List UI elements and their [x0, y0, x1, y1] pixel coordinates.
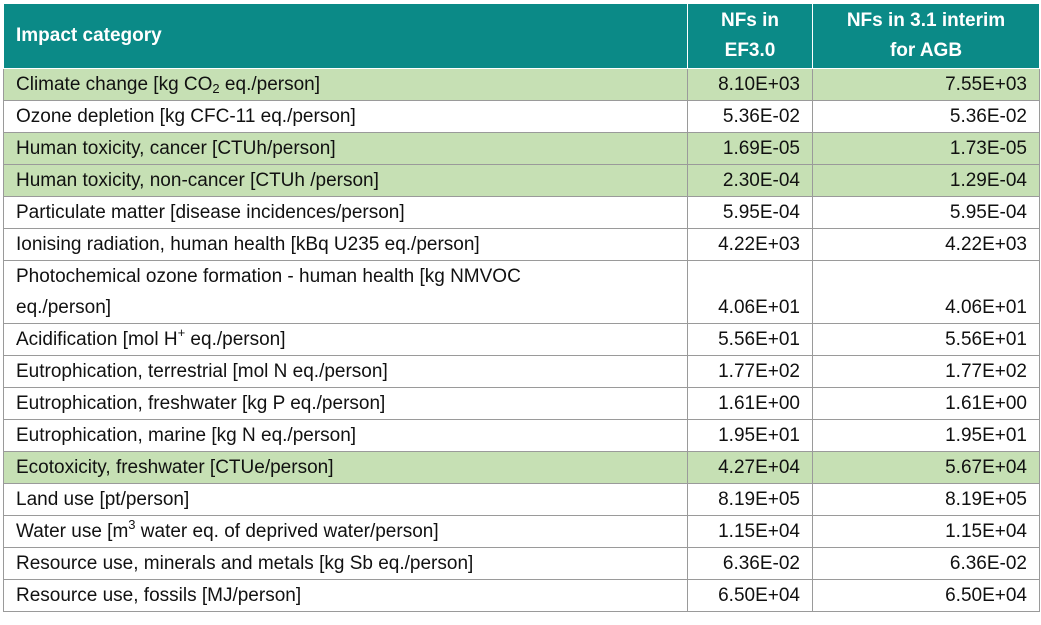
ef31-value-cell: 5.36E-02	[812, 100, 1040, 133]
ef31-value-cell: 5.56E+01	[812, 323, 1040, 356]
ef30-value-cell: 5.56E+01	[687, 323, 813, 356]
ef30-value-cell: 4.06E+01	[687, 260, 813, 324]
table-row: Acidification [mol H+ eq./person] 5.56E+…	[3, 323, 1040, 356]
header-row: Impact category NFs in EF3.0 NFs in 3.1 …	[3, 3, 1040, 69]
ef30-value-cell: 6.50E+04	[687, 579, 813, 612]
impact-category-cell: Water use [m3 water eq. of deprived wate…	[3, 515, 688, 548]
ef31-value-cell: 8.19E+05	[812, 483, 1040, 516]
ef30-value-cell: 1.69E-05	[687, 132, 813, 165]
table-row: Human toxicity, non-cancer [CTUh /person…	[3, 164, 1040, 197]
impact-category-cell: Eutrophication, freshwater [kg P eq./per…	[3, 387, 688, 420]
table-row: Water use [m3 water eq. of deprived wate…	[3, 515, 1040, 548]
ef30-value-cell: 1.77E+02	[687, 355, 813, 388]
ef31-value-cell: 1.15E+04	[812, 515, 1040, 548]
header-nfs-ef30-line2: EF3.0	[724, 40, 776, 61]
table-row: Resource use, fossils [MJ/person] 6.50E+…	[3, 579, 1040, 612]
ef31-value-cell: 1.95E+01	[812, 419, 1040, 452]
ef31-value-cell: 1.77E+02	[812, 355, 1040, 388]
ef30-value-cell: 1.61E+00	[687, 387, 813, 420]
table-row: Eutrophication, marine [kg N eq./person]…	[3, 419, 1040, 452]
ef30-value-cell: 8.10E+03	[687, 68, 813, 101]
table-row: Eutrophication, terrestrial [mol N eq./p…	[3, 355, 1040, 388]
ef31-value-cell: 5.95E-04	[812, 196, 1040, 229]
header-nfs-ef31-line2: for AGB	[889, 40, 963, 61]
impact-category-cell: Land use [pt/person]	[3, 483, 688, 516]
impact-category-cell: Resource use, fossils [MJ/person]	[3, 579, 688, 612]
ef31-value-cell: 4.22E+03	[812, 228, 1040, 261]
table-row: Particulate matter [disease incidences/p…	[3, 196, 1040, 229]
impact-category-cell: Ozone depletion [kg CFC-11 eq./person]	[3, 100, 688, 133]
impact-category-cell: Human toxicity, non-cancer [CTUh /person…	[3, 164, 688, 197]
table-row: Climate change [kg CO2 eq./person] 8.10E…	[3, 68, 1040, 101]
ef31-value-cell: 1.29E-04	[812, 164, 1040, 197]
impact-category-cell: Photochemical ozone formation - human he…	[3, 260, 688, 324]
ef31-value-cell: 1.73E-05	[812, 132, 1040, 165]
impact-category-cell: Human toxicity, cancer [CTUh/person]	[3, 132, 688, 165]
table-row: Resource use, minerals and metals [kg Sb…	[3, 547, 1040, 580]
ef31-value-cell: 6.50E+04	[812, 579, 1040, 612]
table-row: Photochemical ozone formation - human he…	[3, 260, 1040, 324]
ef30-value-cell: 4.22E+03	[687, 228, 813, 261]
ef30-value-cell: 5.95E-04	[687, 196, 813, 229]
impact-category-cell: Acidification [mol H+ eq./person]	[3, 323, 688, 356]
table-header: Impact category NFs in EF3.0 NFs in 3.1 …	[3, 3, 1040, 69]
table-row: Ozone depletion [kg CFC-11 eq./person] 5…	[3, 100, 1040, 133]
impact-category-cell: Ionising radiation, human health [kBq U2…	[3, 228, 688, 261]
table-row: Human toxicity, cancer [CTUh/person] 1.6…	[3, 132, 1040, 165]
ef30-value-cell: 6.36E-02	[687, 547, 813, 580]
header-nfs-ef30: NFs in EF3.0	[687, 3, 813, 69]
table-row: Eutrophication, freshwater [kg P eq./per…	[3, 387, 1040, 420]
ef31-value-cell: 7.55E+03	[812, 68, 1040, 101]
ef30-value-cell: 2.30E-04	[687, 164, 813, 197]
ef30-value-cell: 5.36E-02	[687, 100, 813, 133]
table-body: Climate change [kg CO2 eq./person] 8.10E…	[3, 68, 1040, 612]
impact-category-cell: Eutrophication, marine [kg N eq./person]	[3, 419, 688, 452]
ef30-value-cell: 1.95E+01	[687, 419, 813, 452]
impact-category-cell: Resource use, minerals and metals [kg Sb…	[3, 547, 688, 580]
impact-category-cell: Eutrophication, terrestrial [mol N eq./p…	[3, 355, 688, 388]
ef30-value-cell: 4.27E+04	[687, 451, 813, 484]
table-row: Land use [pt/person] 8.19E+05 8.19E+05	[3, 483, 1040, 516]
ef30-value-cell: 1.15E+04	[687, 515, 813, 548]
impact-category-cell: Ecotoxicity, freshwater [CTUe/person]	[3, 451, 688, 484]
impact-category-cell: Particulate matter [disease incidences/p…	[3, 196, 688, 229]
ef31-value-cell: 4.06E+01	[812, 260, 1040, 324]
ef31-value-cell: 1.61E+00	[812, 387, 1040, 420]
header-nfs-ef31-line1: NFs in 3.1 interim	[846, 10, 1006, 31]
ef31-value-cell: 6.36E-02	[812, 547, 1040, 580]
table-row: Ionising radiation, human health [kBq U2…	[3, 228, 1040, 261]
normalisation-factors-table: Impact category NFs in EF3.0 NFs in 3.1 …	[3, 3, 1040, 612]
ef31-value-cell: 5.67E+04	[812, 451, 1040, 484]
table-row: Ecotoxicity, freshwater [CTUe/person] 4.…	[3, 451, 1040, 484]
impact-category-cell: Climate change [kg CO2 eq./person]	[3, 68, 688, 101]
header-nfs-ef30-line1: NFs in	[720, 10, 780, 31]
header-impact-category: Impact category	[3, 3, 688, 69]
ef30-value-cell: 8.19E+05	[687, 483, 813, 516]
header-nfs-ef31-interim: NFs in 3.1 interim for AGB	[812, 3, 1040, 69]
